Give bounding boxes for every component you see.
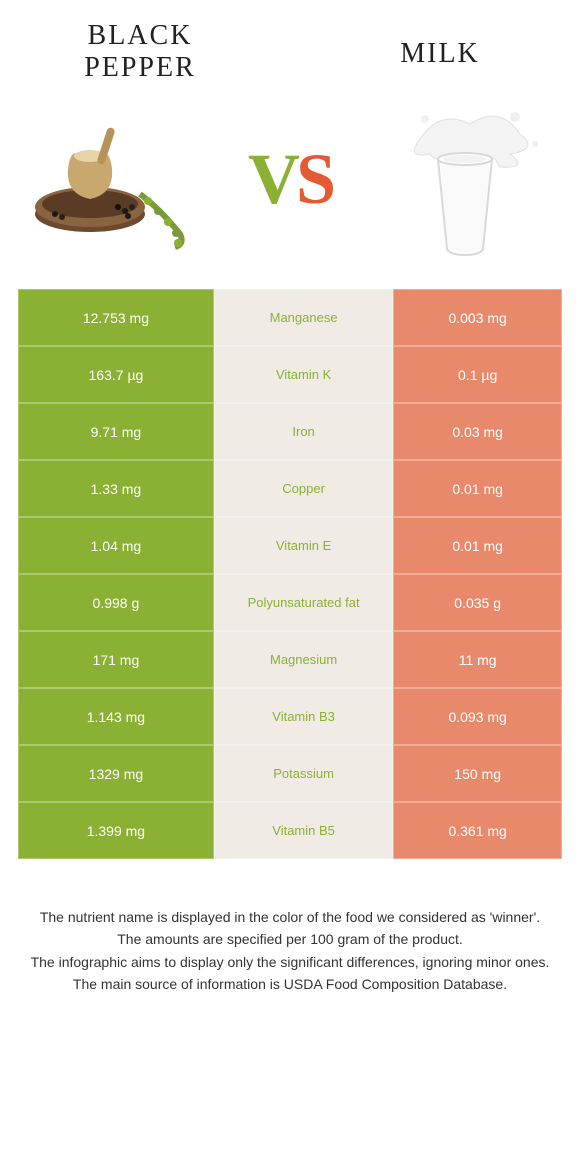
footer-line: The infographic aims to display only the… [28,952,552,972]
nutrient-name-cell: Vitamin B3 [214,688,394,745]
nutrient-name-cell: Potassium [214,745,394,802]
nutrient-name-cell: Polyunsaturated fat [214,574,394,631]
nutrient-name-cell: Copper [214,460,394,517]
table-row: 163.7 µgVitamin K0.1 µg [18,346,562,403]
images-row: VS [0,89,580,289]
right-value-cell: 150 mg [393,745,562,802]
nutrient-name-cell: Magnesium [214,631,394,688]
left-value-cell: 1.399 mg [18,802,214,859]
right-value-cell: 0.035 g [393,574,562,631]
vs-v-letter: V [248,139,296,219]
table-row: 1.399 mgVitamin B50.361 mg [18,802,562,859]
table-row: 1.143 mgVitamin B30.093 mg [18,688,562,745]
left-value-cell: 0.998 g [18,574,214,631]
left-food-image [30,99,200,259]
header-row: Black Pepper Milk [0,0,580,89]
left-value-cell: 1.143 mg [18,688,214,745]
table-row: 0.998 gPolyunsaturated fat0.035 g [18,574,562,631]
left-value-cell: 12.753 mg [18,289,214,346]
right-value-cell: 0.1 µg [393,346,562,403]
table-row: 1.33 mgCopper0.01 mg [18,460,562,517]
table-row: 171 mgMagnesium11 mg [18,631,562,688]
table-row: 1329 mgPotassium150 mg [18,745,562,802]
right-value-cell: 0.003 mg [393,289,562,346]
vs-label: VS [248,138,332,221]
left-food-title: Black Pepper [40,20,240,84]
left-value-cell: 171 mg [18,631,214,688]
milk-glass-icon [380,99,550,259]
right-value-cell: 0.01 mg [393,460,562,517]
table-row: 9.71 mgIron0.03 mg [18,403,562,460]
nutrient-name-cell: Manganese [214,289,394,346]
right-value-cell: 0.093 mg [393,688,562,745]
right-value-cell: 0.03 mg [393,403,562,460]
left-value-cell: 1.33 mg [18,460,214,517]
right-food-title: Milk [340,20,540,70]
right-value-cell: 11 mg [393,631,562,688]
nutrient-name-cell: Vitamin B5 [214,802,394,859]
nutrient-table: 12.753 mgManganese0.003 mg163.7 µgVitami… [18,289,562,859]
infographic-container: Black Pepper Milk [0,0,580,1016]
footer-line: The amounts are specified per 100 gram o… [28,929,552,949]
table-row: 1.04 mgVitamin E0.01 mg [18,517,562,574]
nutrient-name-cell: Vitamin E [214,517,394,574]
right-value-cell: 0.01 mg [393,517,562,574]
black-pepper-icon [30,99,200,259]
left-value-cell: 1329 mg [18,745,214,802]
table-row: 12.753 mgManganese0.003 mg [18,289,562,346]
nutrient-name-cell: Iron [214,403,394,460]
nutrient-name-cell: Vitamin K [214,346,394,403]
left-value-cell: 163.7 µg [18,346,214,403]
footer-line: The nutrient name is displayed in the co… [28,907,552,927]
footer-notes: The nutrient name is displayed in the co… [0,859,580,1016]
footer-line: The main source of information is USDA F… [28,974,552,994]
left-value-cell: 9.71 mg [18,403,214,460]
vs-s-letter: S [296,139,332,219]
right-food-image [380,99,550,259]
left-value-cell: 1.04 mg [18,517,214,574]
right-value-cell: 0.361 mg [393,802,562,859]
